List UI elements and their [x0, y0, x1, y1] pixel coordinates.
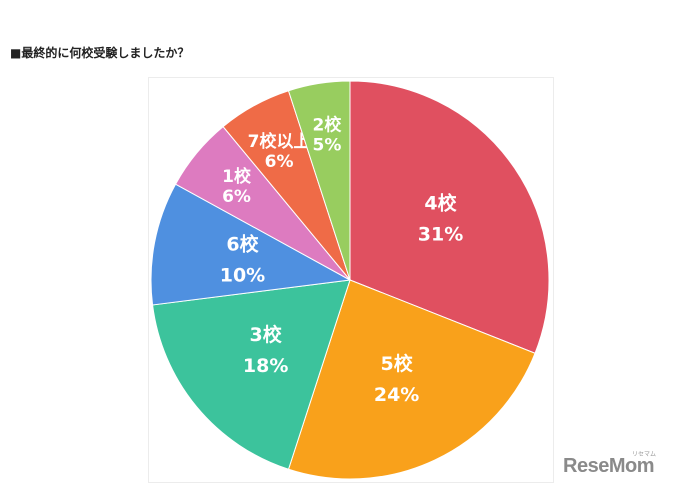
chart-heading: ■最終的に何校受験しましたか？ — [10, 46, 190, 60]
pie-slice-7 — [287, 80, 351, 281]
slice-category-label: 6校 — [226, 233, 259, 256]
slice-percent-label: 24% — [374, 384, 419, 406]
slice-percent-label: 6% — [222, 187, 251, 207]
slice-percent-label: 5% — [313, 136, 342, 156]
resemom-logo-subtext: リセマム — [632, 451, 657, 458]
slice-category-label: 5校 — [380, 352, 413, 375]
slice-category-label: 4校 — [424, 192, 457, 215]
slice-category-label: 2校 — [313, 115, 343, 136]
resemom-logo: ReseMom — [563, 455, 654, 477]
slice-category-label: 7校以上 — [248, 131, 311, 152]
pie-slice-1 — [349, 80, 550, 354]
pie-slice-3 — [152, 279, 351, 470]
pie-slice-2 — [287, 279, 536, 480]
slice-category-label: 1校 — [222, 166, 252, 187]
slice-percent-label: 10% — [220, 265, 265, 287]
pie-chart-frame: 4校 31% 5校 24% 3校 18% 6校 10% 1校 6% 7校以上 6% 2校 5% — [148, 77, 554, 483]
slice-category-label: 3校 — [250, 323, 283, 346]
slice-percent-label: 18% — [243, 355, 288, 377]
slice-percent-label: 31% — [418, 224, 463, 246]
pie-slice-4 — [150, 183, 352, 306]
slice-percent-label: 6% — [265, 152, 294, 172]
